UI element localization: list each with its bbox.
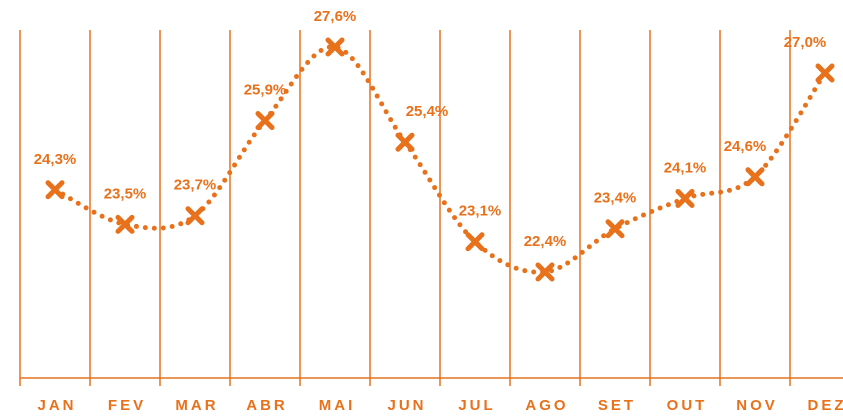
data-label: 27,6% <box>314 8 357 25</box>
data-label: 22,4% <box>524 233 567 250</box>
data-label: 25,4% <box>406 103 449 120</box>
x-tick-label: AGO <box>525 397 568 414</box>
x-tick-label: ABR <box>246 397 288 414</box>
marker <box>115 214 135 234</box>
marker <box>465 232 485 252</box>
data-label: 27,0% <box>784 34 827 51</box>
x-tick-label: MAR <box>175 397 218 414</box>
x-tick-label: JUL <box>458 397 495 414</box>
marker <box>605 219 625 239</box>
x-tick-label: FEV <box>108 397 146 414</box>
x-tick-label: MAI <box>319 397 356 414</box>
data-label: 24,3% <box>34 151 77 168</box>
marker <box>185 206 205 226</box>
marker <box>535 262 555 282</box>
x-tick-label: JAN <box>37 397 76 414</box>
x-tick-label: DEZ <box>808 397 843 414</box>
x-tick-label: OUT <box>667 397 708 414</box>
marker <box>395 132 415 152</box>
x-tick-label: SET <box>598 397 636 414</box>
data-label: 25,9% <box>244 82 287 99</box>
data-label: 23,1% <box>459 203 502 220</box>
marker <box>815 63 835 83</box>
data-label: 24,1% <box>664 159 707 176</box>
data-label: 23,4% <box>594 190 637 207</box>
x-tick-label: JUN <box>387 397 426 414</box>
data-label: 23,7% <box>174 177 217 194</box>
data-label: 23,5% <box>104 185 147 202</box>
marker <box>255 111 275 131</box>
marker <box>45 180 65 200</box>
marker <box>325 37 345 57</box>
marker <box>675 188 695 208</box>
x-tick-label: NOV <box>736 397 778 414</box>
marker <box>745 167 765 187</box>
data-label: 24,6% <box>724 138 767 155</box>
